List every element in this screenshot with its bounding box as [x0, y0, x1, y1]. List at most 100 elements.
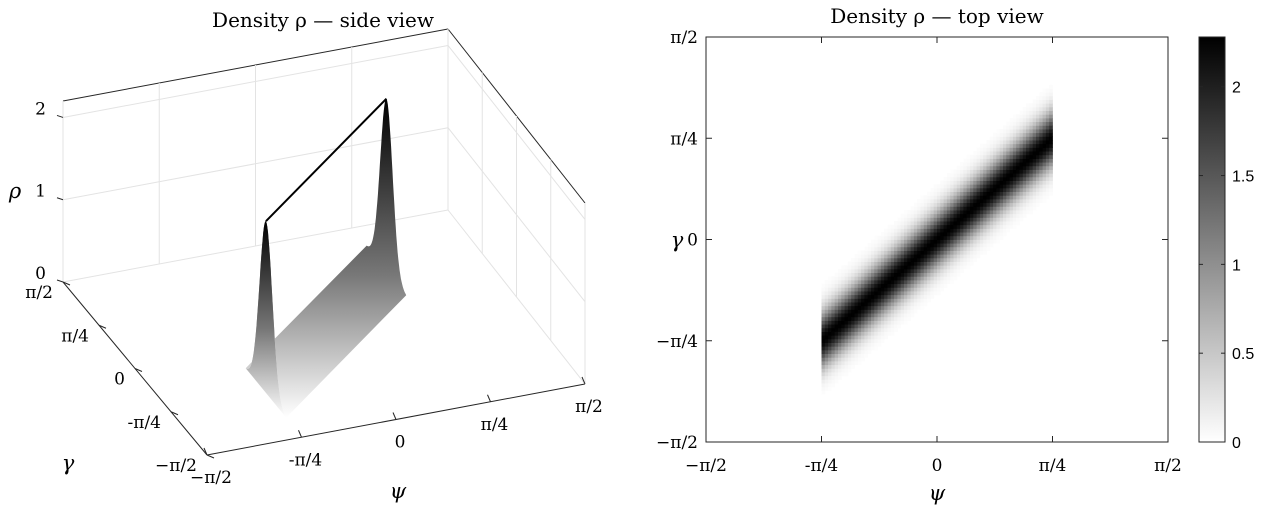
heatmap-cell [1003, 228, 1007, 233]
heatmap-cell [900, 235, 905, 240]
heatmap-cell [884, 327, 888, 332]
heatmap-cell [828, 327, 832, 332]
heatmap-cell [930, 261, 935, 266]
heatmap-cell [930, 280, 935, 285]
heatmap-cell [834, 346, 839, 351]
heatmap-cell [979, 176, 984, 181]
heatmap-cell [976, 221, 981, 226]
heatmap-cell [953, 221, 958, 226]
heatmap-cell [930, 191, 935, 196]
heatmap-cell [956, 202, 961, 207]
heatmap-cell [874, 235, 878, 240]
heatmap-cell [960, 265, 964, 270]
heatmap-cell [979, 147, 984, 152]
heatmap-cell [1016, 169, 1020, 174]
heatmap-cell [923, 232, 928, 237]
heatmap-cell [963, 195, 968, 200]
heatmap-cell [890, 287, 895, 292]
heatmap-cell [824, 386, 829, 391]
heatmap-cell [1012, 118, 1017, 123]
heatmap-cell [834, 353, 839, 358]
heatmap-cell [996, 199, 1001, 204]
heatmap-cell [1036, 199, 1040, 204]
heatmap-cell [1009, 143, 1014, 148]
heatmap-cell [871, 313, 875, 318]
heatmap-cell [950, 268, 954, 274]
heatmap-cell [864, 287, 869, 292]
heatmap-cell [907, 246, 911, 251]
heatmap-cell [897, 257, 902, 262]
heatmap-cell [986, 232, 991, 237]
heatmap-cell [847, 287, 852, 292]
heatmap-cell [847, 368, 852, 373]
heatmap-cell [993, 176, 997, 181]
heatmap-cell [824, 364, 829, 369]
heatmap-cell [986, 246, 991, 251]
heatmap-cell [973, 158, 977, 163]
heatmap-cell [993, 195, 997, 200]
heatmap-cell [966, 265, 971, 270]
heatmap-cell [887, 250, 892, 255]
heatmap-cell [907, 228, 911, 233]
heatmap-cell [874, 305, 878, 310]
heatmap-cell [940, 221, 944, 226]
heatmap-cell [1003, 195, 1007, 200]
heatmap-cell [996, 202, 1001, 207]
heatmap-cell [983, 250, 987, 255]
heatmap-cell [874, 272, 878, 277]
heatmap-cell [824, 349, 829, 355]
heatmap-cell [864, 261, 869, 266]
heatmap-cell [930, 243, 935, 248]
heatmap-cell [966, 176, 971, 181]
heatmap-cell [838, 320, 842, 325]
heatmap-cell [1042, 136, 1047, 141]
heatmap-cell [917, 213, 921, 218]
side-view-x-tick-mark [487, 394, 491, 402]
heatmap-cell [966, 221, 971, 226]
heatmap-cell [838, 357, 842, 362]
heatmap-cell [1019, 143, 1024, 148]
heatmap-cell [930, 232, 935, 237]
heatmap-cell [1029, 125, 1034, 130]
heatmap-cell [887, 294, 892, 299]
heatmap-cell [847, 298, 852, 303]
heatmap-cell [824, 327, 829, 332]
heatmap-cell [1032, 162, 1037, 167]
heatmap-cell [933, 239, 938, 244]
heatmap-cell [910, 254, 915, 259]
heatmap-cell [1012, 202, 1017, 207]
heatmap-cell [884, 298, 888, 303]
heatmap-cell [897, 291, 902, 296]
heatmap-cell [831, 383, 836, 388]
heatmap-cell [857, 324, 862, 329]
heatmap-cell [1003, 184, 1007, 189]
heatmap-cell [937, 235, 941, 240]
heatmap-cell [851, 335, 855, 340]
heatmap-cell [976, 176, 981, 181]
heatmap-cell [854, 280, 859, 285]
heatmap-cell [907, 316, 911, 321]
side-view-x-tick-mark [298, 430, 302, 438]
heatmap-cell [933, 268, 938, 274]
heatmap-cell [910, 235, 915, 240]
heatmap-cell [844, 283, 849, 288]
heatmap-cell [1036, 121, 1040, 126]
heatmap-cell [970, 257, 974, 262]
heatmap-cell [824, 316, 829, 321]
heatmap-cell [986, 243, 991, 248]
heatmap-cell [831, 313, 836, 318]
heatmap-cell [993, 180, 997, 185]
heatmap-cell [979, 202, 984, 207]
heatmap-cell [950, 202, 954, 207]
heatmap-cell [940, 187, 944, 193]
heatmap-cell [946, 239, 951, 244]
heatmap-cell [864, 291, 869, 296]
heatmap-cell [847, 309, 852, 314]
heatmap-cell [986, 224, 991, 229]
heatmap-cell [841, 313, 845, 318]
heatmap-cell [920, 283, 925, 288]
heatmap-cell [1045, 173, 1050, 178]
heatmap-cell [940, 276, 944, 281]
heatmap-cell [864, 338, 869, 343]
heatmap-cell [950, 199, 954, 204]
